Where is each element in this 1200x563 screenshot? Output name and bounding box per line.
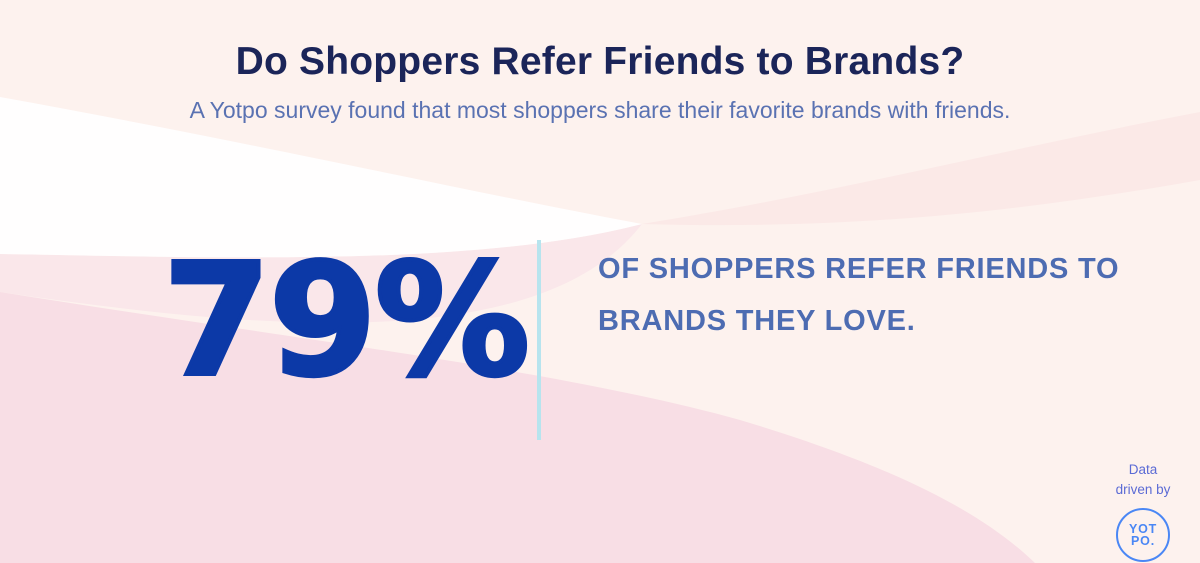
wave-upper-right [642, 112, 1200, 226]
stat-value: 79% [161, 230, 532, 411]
yotpo-logo-text-1: YOT [1128, 521, 1158, 536]
stat-description: OF SHOPPERS REFER FRIENDS TO BRANDS THEY… [598, 253, 1120, 338]
yotpo-logo-text-2: PO. [1131, 534, 1155, 549]
page-subtitle: A Yotpo survey found that most shoppers … [189, 97, 1011, 123]
header: Do Shoppers Refer Friends to Brands? A Y… [0, 40, 1200, 124]
yotpo-logo: YOT PO. [1116, 508, 1170, 563]
attribution-line-2: driven by [1115, 481, 1171, 497]
page-title: Do Shoppers Refer Friends to Brands? [235, 40, 965, 83]
wave-bottom [0, 292, 1035, 563]
wave-white-wedge [0, 97, 642, 258]
attribution: Data driven by YOT PO. [1093, 460, 1193, 563]
attribution-line-1: Data [1128, 462, 1158, 477]
wave-mid-left [0, 224, 642, 323]
divider-line [537, 240, 541, 440]
